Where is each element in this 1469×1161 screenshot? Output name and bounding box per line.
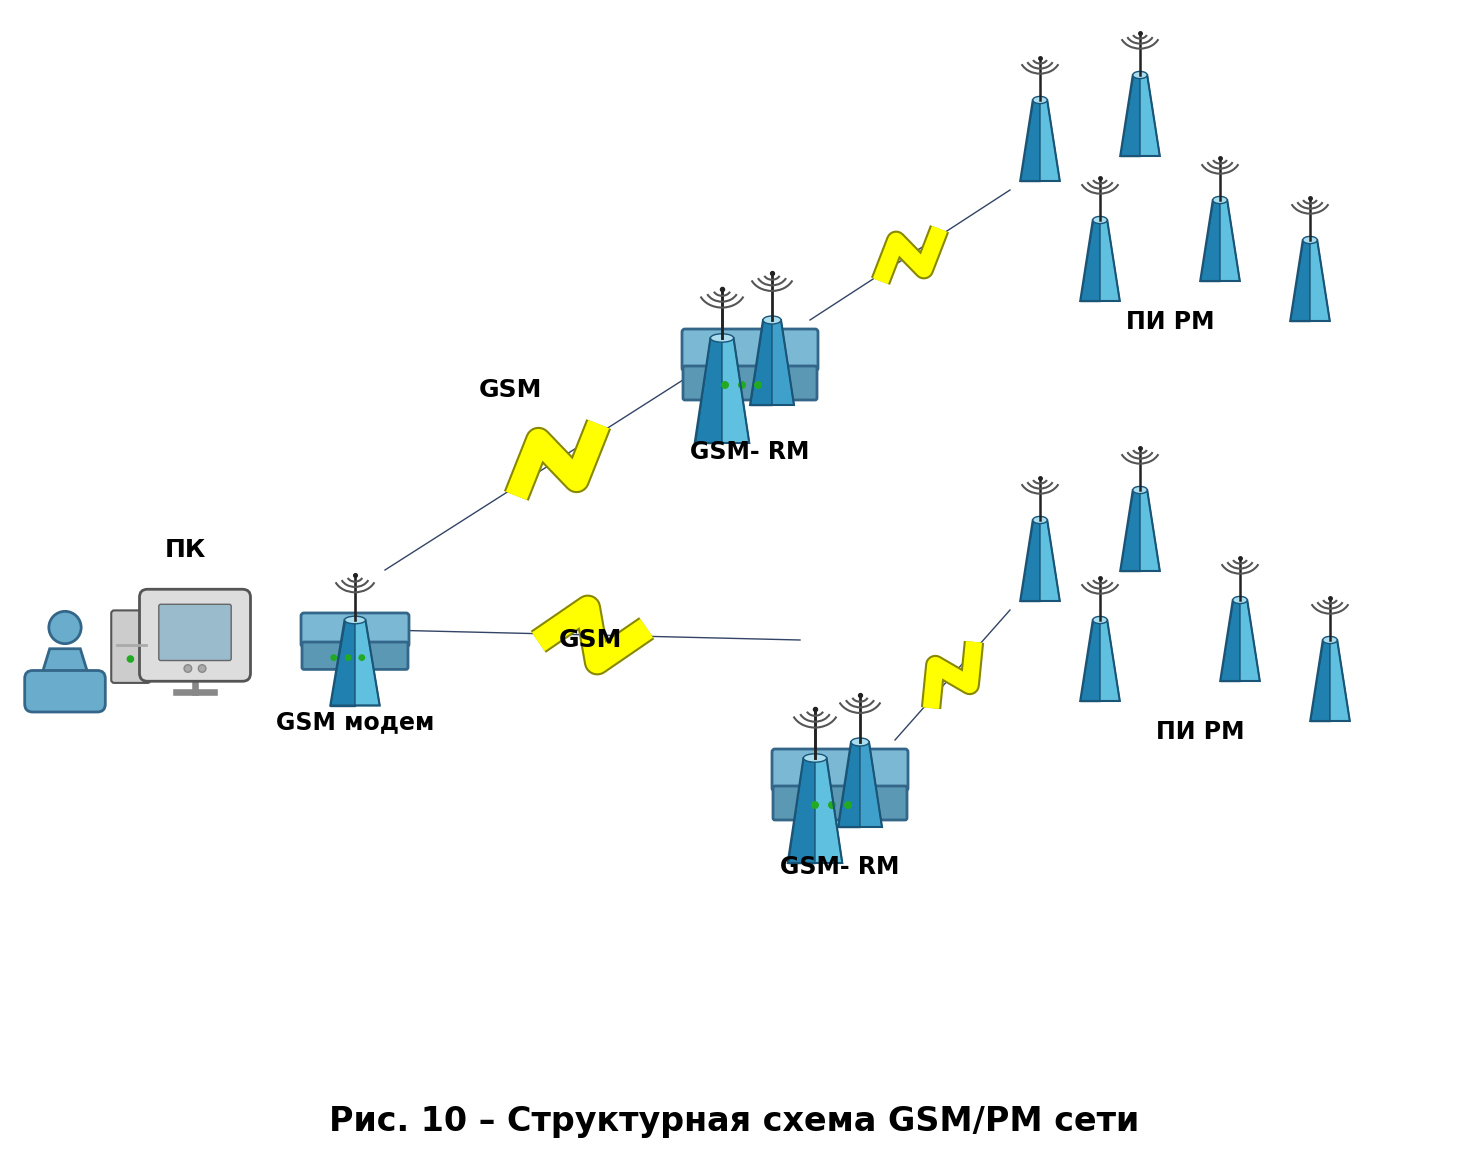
FancyBboxPatch shape xyxy=(25,671,106,712)
FancyBboxPatch shape xyxy=(303,642,408,670)
Polygon shape xyxy=(1221,600,1240,682)
FancyBboxPatch shape xyxy=(112,611,150,683)
FancyBboxPatch shape xyxy=(682,329,818,372)
Ellipse shape xyxy=(1093,616,1108,623)
Polygon shape xyxy=(787,758,815,863)
Ellipse shape xyxy=(762,316,782,324)
Polygon shape xyxy=(1140,75,1161,156)
Polygon shape xyxy=(815,758,842,863)
Text: Рис. 10 – Структурная схема GSM/PM сети: Рис. 10 – Структурная схема GSM/PM сети xyxy=(329,1104,1140,1138)
Circle shape xyxy=(345,655,351,661)
Ellipse shape xyxy=(851,738,870,747)
Polygon shape xyxy=(1329,640,1350,721)
Circle shape xyxy=(184,665,191,672)
FancyBboxPatch shape xyxy=(773,749,908,791)
Polygon shape xyxy=(1100,620,1119,701)
Polygon shape xyxy=(1100,219,1119,301)
Polygon shape xyxy=(1140,490,1161,571)
FancyBboxPatch shape xyxy=(683,366,817,401)
Circle shape xyxy=(721,381,729,389)
Polygon shape xyxy=(1310,640,1329,721)
Circle shape xyxy=(198,665,206,672)
Circle shape xyxy=(811,801,820,809)
Ellipse shape xyxy=(804,753,827,763)
Ellipse shape xyxy=(1303,237,1318,244)
Polygon shape xyxy=(695,338,721,444)
Ellipse shape xyxy=(1322,636,1337,643)
Polygon shape xyxy=(1121,490,1140,571)
Polygon shape xyxy=(1121,75,1140,156)
FancyBboxPatch shape xyxy=(140,590,251,682)
Circle shape xyxy=(829,801,836,809)
Ellipse shape xyxy=(48,612,81,643)
Ellipse shape xyxy=(1213,196,1227,203)
Circle shape xyxy=(845,801,852,809)
Ellipse shape xyxy=(1033,96,1047,103)
Polygon shape xyxy=(721,338,749,444)
Polygon shape xyxy=(1080,219,1100,301)
Polygon shape xyxy=(1040,100,1059,181)
Polygon shape xyxy=(751,320,773,405)
Ellipse shape xyxy=(1133,486,1147,493)
Polygon shape xyxy=(1019,520,1040,601)
Circle shape xyxy=(754,381,762,389)
Text: GSM: GSM xyxy=(558,628,621,652)
Polygon shape xyxy=(355,620,379,706)
Text: ПК: ПК xyxy=(165,538,206,562)
Ellipse shape xyxy=(345,616,366,623)
Circle shape xyxy=(331,655,338,661)
Ellipse shape xyxy=(1232,597,1247,604)
Ellipse shape xyxy=(1033,517,1047,524)
Text: GSM: GSM xyxy=(479,378,542,402)
Ellipse shape xyxy=(1133,71,1147,79)
Text: GSM- RM: GSM- RM xyxy=(690,440,809,464)
Text: GSM модем: GSM модем xyxy=(276,711,435,734)
Text: GSM- RM: GSM- RM xyxy=(780,854,899,879)
Polygon shape xyxy=(1219,200,1240,281)
Polygon shape xyxy=(1040,520,1059,601)
Polygon shape xyxy=(1310,240,1329,320)
Circle shape xyxy=(737,381,746,389)
FancyBboxPatch shape xyxy=(773,786,906,820)
Text: ПИ PM: ПИ PM xyxy=(1125,310,1215,334)
Polygon shape xyxy=(1019,100,1040,181)
Polygon shape xyxy=(1240,600,1260,682)
FancyBboxPatch shape xyxy=(301,613,408,647)
Polygon shape xyxy=(1290,240,1310,320)
Circle shape xyxy=(358,655,366,661)
Polygon shape xyxy=(32,649,97,704)
Ellipse shape xyxy=(711,334,733,342)
Polygon shape xyxy=(331,620,355,706)
Polygon shape xyxy=(837,742,859,827)
Circle shape xyxy=(126,655,134,663)
Polygon shape xyxy=(1080,620,1100,701)
Polygon shape xyxy=(773,320,795,405)
Polygon shape xyxy=(859,742,881,827)
Ellipse shape xyxy=(1093,216,1108,224)
FancyBboxPatch shape xyxy=(159,604,231,661)
Polygon shape xyxy=(1200,200,1219,281)
Text: ПИ PM: ПИ PM xyxy=(1156,720,1244,744)
